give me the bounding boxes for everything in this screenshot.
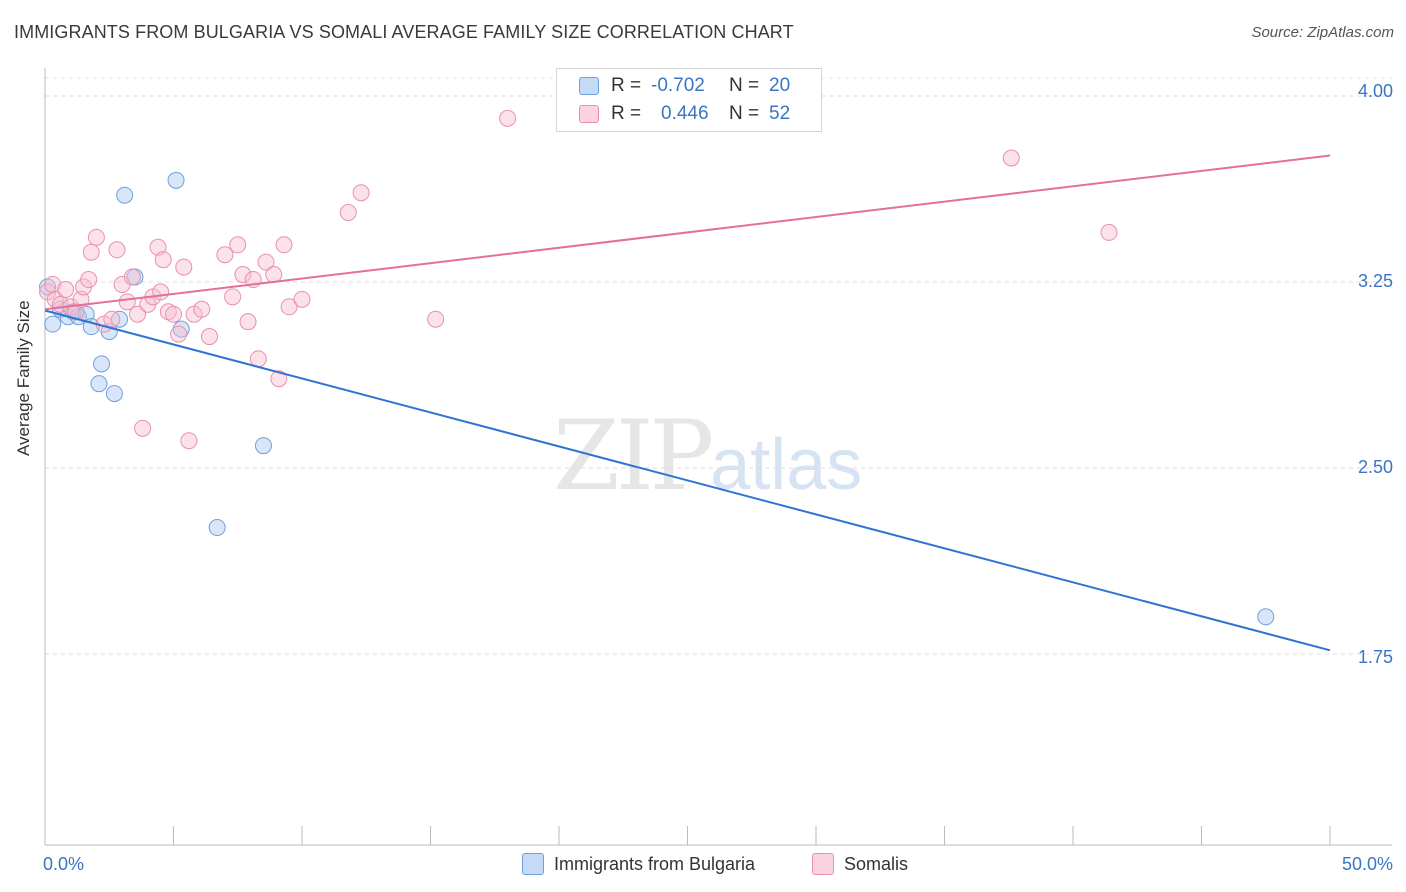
data-point-bulgaria — [254, 437, 272, 455]
n-label: N = — [729, 103, 760, 124]
data-point-somalis — [224, 288, 242, 306]
data-point-somalis — [165, 305, 182, 323]
data-point-somalis — [293, 290, 311, 308]
data-point-somalis — [80, 271, 98, 289]
x-tick-label: 0.0% — [43, 854, 84, 874]
data-point-somalis — [118, 293, 136, 311]
data-point-somalis — [229, 236, 247, 254]
data-point-somalis — [44, 275, 62, 293]
data-point-bulgaria — [105, 385, 123, 403]
watermark: ZIPatlas — [553, 400, 862, 512]
data-point-bulgaria — [93, 355, 111, 373]
legend-swatch-bulgaria — [579, 77, 599, 95]
data-point-bulgaria — [208, 519, 226, 537]
trend-line-bulgaria — [44, 309, 1331, 652]
legend-row-somalis: R = 0.446 N = 52 — [579, 101, 790, 127]
data-point-somalis — [129, 305, 147, 323]
data-point-somalis — [123, 268, 141, 286]
legend-swatch-somalis — [579, 105, 599, 123]
data-point-somalis — [265, 266, 283, 284]
watermark-zip: ZIP — [553, 400, 714, 512]
data-point-somalis — [72, 290, 90, 308]
r-label: R = — [611, 103, 642, 124]
data-point-somalis — [427, 310, 445, 328]
data-point-somalis — [175, 258, 193, 276]
data-point-somalis — [270, 370, 288, 388]
data-point-somalis — [108, 241, 126, 259]
data-point-somalis — [57, 280, 75, 298]
data-point-somalis — [193, 300, 211, 318]
data-point-somalis — [82, 243, 100, 261]
x-tick-label: 50.0% — [1342, 854, 1393, 874]
data-point-bulgaria — [116, 186, 134, 204]
data-point-somalis — [180, 432, 198, 450]
r-value: -0.702 — [651, 75, 705, 96]
data-point-bulgaria — [1257, 608, 1275, 626]
data-point-bulgaria — [44, 315, 62, 333]
data-point-somalis — [1002, 149, 1020, 167]
n-value: 52 — [769, 103, 791, 124]
trend-line-somalis — [44, 154, 1331, 311]
data-point-somalis — [1100, 223, 1118, 241]
data-point-somalis — [134, 419, 152, 437]
data-point-bulgaria — [172, 320, 190, 338]
legend-swatch-somalis — [812, 853, 834, 875]
r-label: R = — [611, 75, 642, 96]
watermark-atlas: atlas — [710, 425, 863, 505]
data-point-somalis — [239, 313, 257, 331]
data-point-somalis — [200, 328, 218, 346]
correlation-legend: R = -0.702 N = 20 R = 0.446 N = 52 — [556, 68, 822, 132]
y-axis-label: Average Family Size — [14, 300, 33, 456]
legend-label-bulgaria: Immigrants from Bulgaria — [554, 853, 756, 874]
legend-row-bulgaria: R = -0.702 N = 20 — [579, 73, 790, 99]
data-point-somalis — [103, 310, 121, 328]
legend-item-bulgaria[interactable]: Immigrants from Bulgaria — [522, 850, 755, 878]
data-point-somalis — [170, 325, 188, 343]
data-point-somalis — [152, 283, 170, 301]
y-tick-label: 2.50 — [1358, 457, 1393, 477]
data-point-somalis — [154, 251, 172, 269]
data-point-somalis — [257, 253, 275, 271]
n-label: N = — [729, 75, 760, 96]
y-tick-label: 1.75 — [1358, 647, 1393, 667]
legend-swatch-bulgaria — [522, 853, 544, 875]
data-point-somalis — [234, 266, 252, 284]
data-point-somalis — [280, 298, 298, 316]
data-point-bulgaria — [167, 171, 185, 189]
data-point-somalis — [275, 236, 293, 254]
y-tick-label: 3.25 — [1358, 271, 1393, 291]
series-legend: Immigrants from Bulgaria Somalis — [0, 850, 1406, 878]
data-point-somalis — [87, 228, 105, 246]
data-point-somalis — [216, 246, 234, 264]
source-label: Source: ZipAtlas.com — [1251, 24, 1394, 41]
r-value: 0.446 — [661, 103, 709, 124]
y-tick-label: 4.00 — [1358, 81, 1393, 101]
data-point-bulgaria — [90, 375, 108, 393]
data-point-somalis — [339, 204, 357, 222]
data-point-somalis — [499, 109, 517, 127]
data-point-somalis — [352, 184, 370, 202]
legend-item-somalis[interactable]: Somalis — [812, 850, 908, 878]
n-value: 20 — [769, 75, 791, 96]
chart-title: IMMIGRANTS FROM BULGARIA VS SOMALI AVERA… — [14, 22, 794, 42]
legend-label-somalis: Somalis — [844, 853, 909, 874]
